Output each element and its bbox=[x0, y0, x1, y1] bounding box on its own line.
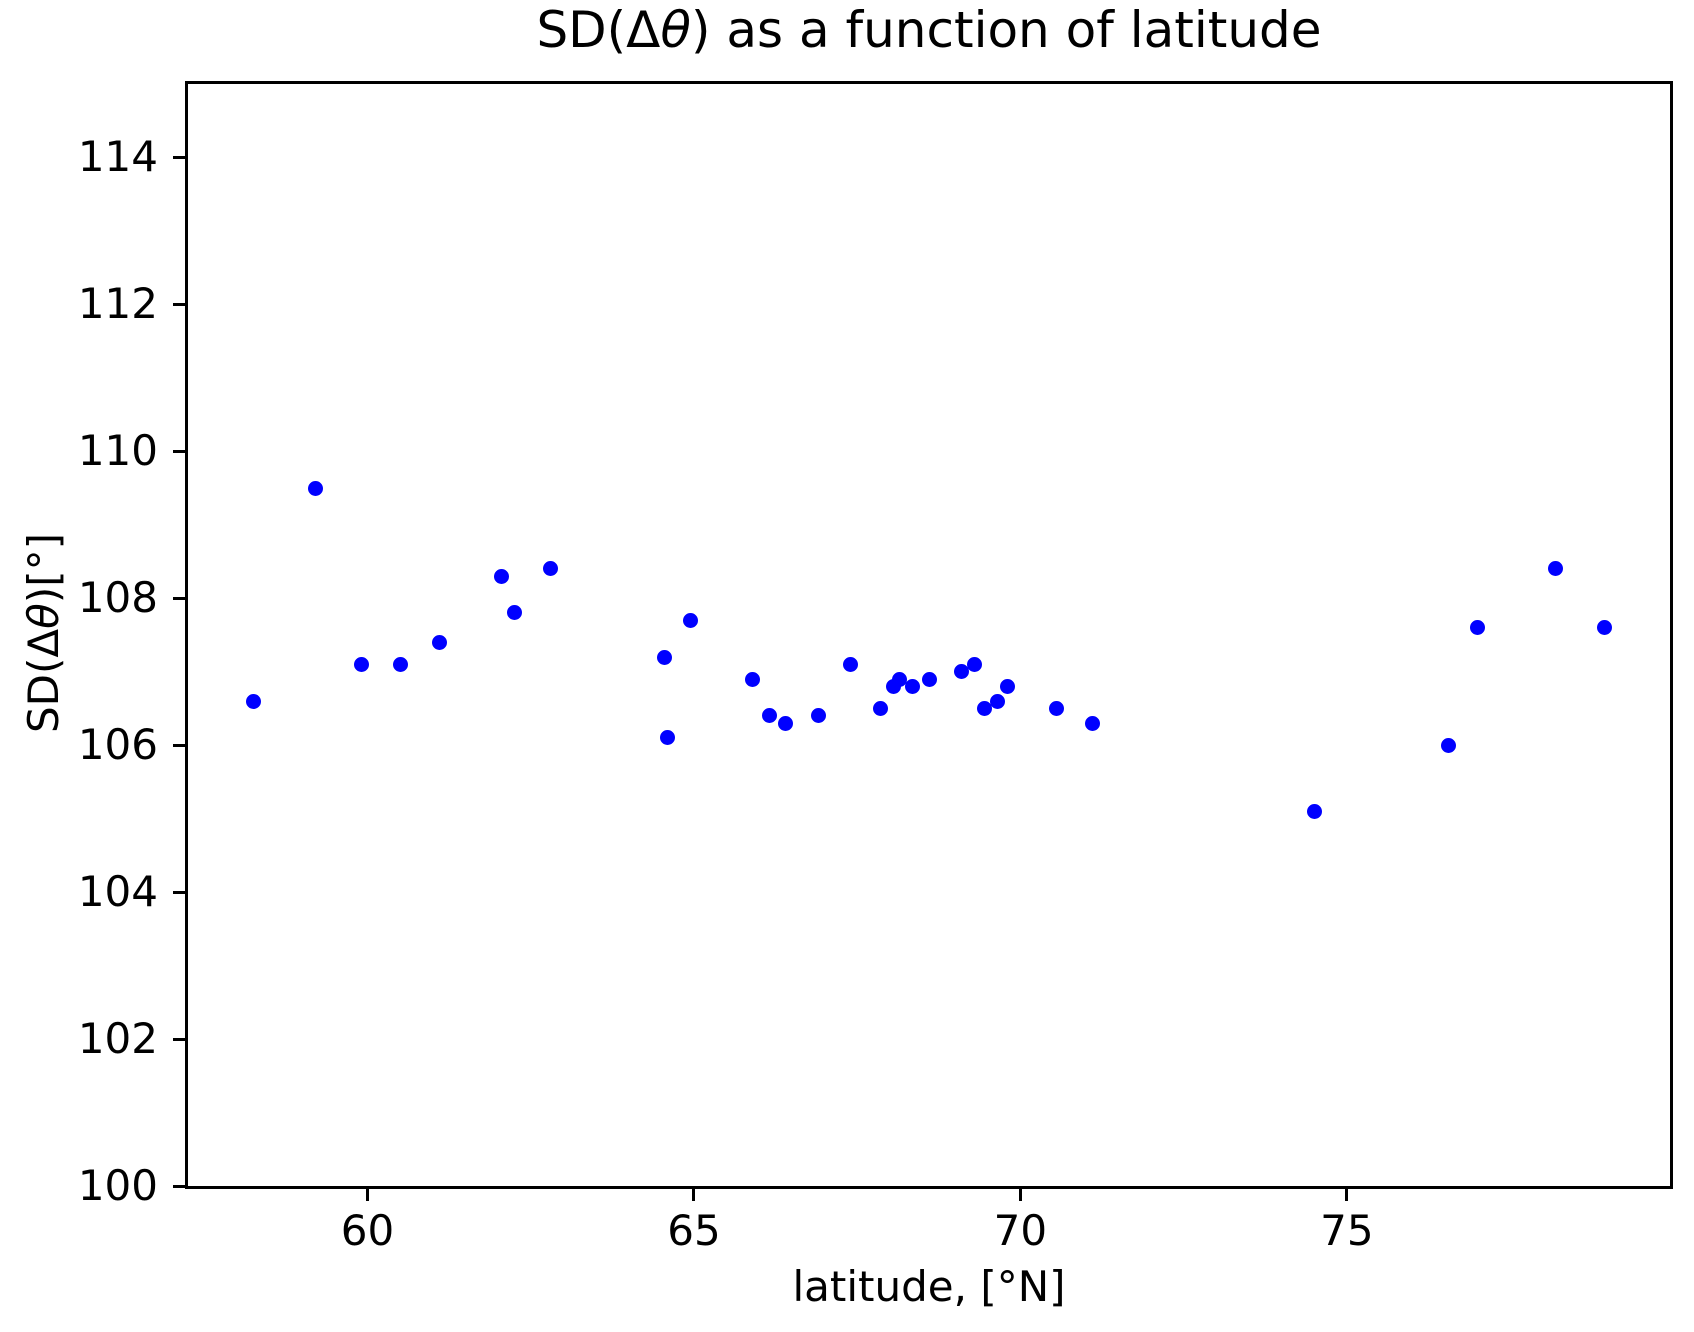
data-point bbox=[999, 678, 1015, 694]
x-tick-mark bbox=[692, 1189, 696, 1201]
data-point bbox=[307, 480, 323, 496]
y-tick-mark bbox=[173, 1184, 185, 1188]
x-tick-mark bbox=[366, 1189, 370, 1201]
data-point bbox=[1048, 700, 1064, 716]
y-tick-label: 112 bbox=[77, 279, 158, 329]
data-point bbox=[493, 568, 509, 584]
data-point bbox=[921, 671, 937, 687]
data-point bbox=[967, 656, 983, 672]
data-point bbox=[542, 561, 558, 577]
plot-area bbox=[185, 81, 1673, 1189]
data-point bbox=[1548, 561, 1564, 577]
y-tick-mark bbox=[173, 890, 185, 894]
y-tick-label: 108 bbox=[77, 573, 158, 623]
y-tick-mark bbox=[173, 743, 185, 747]
y-tick-label: 104 bbox=[77, 867, 158, 917]
data-point bbox=[954, 664, 970, 680]
y-tick-mark bbox=[173, 155, 185, 159]
data-point bbox=[657, 649, 673, 665]
x-tick-label: 75 bbox=[1320, 1206, 1374, 1255]
data-point bbox=[431, 634, 447, 650]
data-point bbox=[843, 656, 859, 672]
y-tick-mark bbox=[173, 302, 185, 306]
data-point bbox=[506, 605, 522, 621]
data-point bbox=[892, 671, 908, 687]
data-point bbox=[353, 656, 369, 672]
data-point bbox=[777, 715, 793, 731]
x-axis-label: latitude, [°N] bbox=[792, 1262, 1066, 1311]
y-axis-label: SD(Δθ)[°] bbox=[19, 533, 68, 733]
y-tick-mark bbox=[173, 596, 185, 600]
data-point bbox=[761, 708, 777, 724]
data-point bbox=[245, 693, 261, 709]
data-point bbox=[683, 612, 699, 628]
x-tick-label: 60 bbox=[340, 1206, 395, 1255]
data-point bbox=[1597, 620, 1613, 636]
x-tick-label: 65 bbox=[667, 1206, 721, 1255]
y-tick-label: 114 bbox=[77, 132, 158, 182]
data-point bbox=[1469, 620, 1485, 636]
x-tick-label: 70 bbox=[993, 1206, 1048, 1255]
data-point bbox=[990, 693, 1006, 709]
data-point bbox=[1084, 715, 1100, 731]
y-tick-label: 110 bbox=[77, 426, 158, 476]
data-point bbox=[810, 708, 826, 724]
x-tick-mark bbox=[1018, 1189, 1022, 1201]
y-tick-label: 102 bbox=[77, 1014, 158, 1064]
y-tick-label: 106 bbox=[77, 720, 158, 770]
y-tick-label: 100 bbox=[77, 1161, 158, 1210]
data-point bbox=[660, 730, 676, 746]
data-point bbox=[976, 700, 992, 716]
x-tick-mark bbox=[1345, 1189, 1349, 1201]
y-tick-mark bbox=[173, 449, 185, 453]
theta-symbol: θ bbox=[660, 1, 691, 59]
chart-title: SD(Δθ) as a function of latitude bbox=[536, 1, 1322, 59]
data-point bbox=[872, 700, 888, 716]
data-point bbox=[392, 656, 408, 672]
data-point bbox=[905, 678, 921, 694]
y-tick-mark bbox=[173, 1037, 185, 1041]
data-point bbox=[1440, 737, 1456, 753]
data-point bbox=[745, 671, 761, 687]
data-point bbox=[1306, 803, 1322, 819]
